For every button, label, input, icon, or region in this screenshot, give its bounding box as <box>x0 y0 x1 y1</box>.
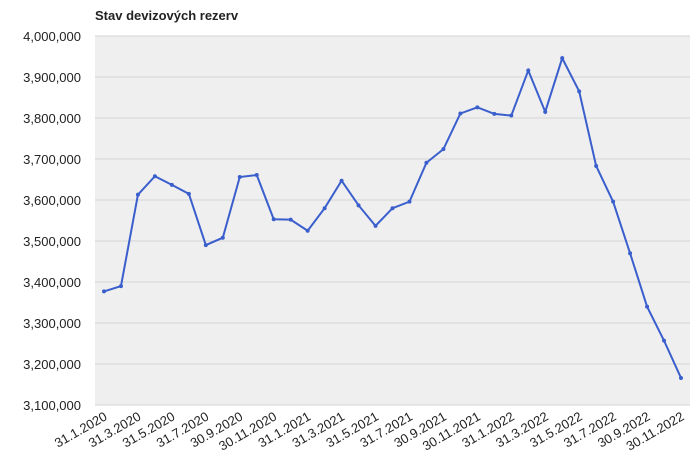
data-point <box>543 109 548 114</box>
data-point <box>628 251 633 256</box>
y-tick-label: 3,400,000 <box>23 275 81 290</box>
y-tick-label: 3,900,000 <box>23 70 81 85</box>
data-point <box>577 89 582 94</box>
data-point <box>237 175 242 180</box>
y-tick-label: 3,500,000 <box>23 234 81 249</box>
data-point <box>102 289 106 294</box>
data-point <box>509 113 514 118</box>
y-tick-label: 3,200,000 <box>23 357 81 372</box>
data-point <box>458 111 463 116</box>
data-point <box>220 235 225 240</box>
y-tick-label: 3,300,000 <box>23 316 81 331</box>
data-point <box>322 206 327 211</box>
data-point <box>135 192 140 197</box>
y-tick-label: 4,000,000 <box>23 29 81 44</box>
data-point <box>339 178 344 183</box>
y-tick-label: 3,600,000 <box>23 193 81 208</box>
data-point <box>118 284 123 289</box>
data-point <box>152 174 157 179</box>
chart-title: Stav devizových rezerv <box>95 8 239 23</box>
data-point <box>441 147 446 152</box>
data-point <box>186 191 191 196</box>
data-point <box>271 217 276 222</box>
data-point <box>645 304 650 309</box>
data-point <box>305 228 310 233</box>
data-point <box>475 105 480 110</box>
data-point <box>560 56 565 61</box>
data-point <box>662 338 667 343</box>
data-point <box>594 163 599 168</box>
y-tick-label: 3,700,000 <box>23 152 81 167</box>
data-point <box>492 111 497 116</box>
data-point <box>288 217 293 222</box>
y-tick-label: 3,800,000 <box>23 111 81 126</box>
y-tick-label: 3,100,000 <box>23 398 81 413</box>
data-point <box>424 160 429 165</box>
data-point <box>169 182 174 187</box>
plot-area <box>95 36 690 405</box>
data-point <box>611 199 616 204</box>
data-point <box>373 223 378 228</box>
data-point <box>203 243 208 248</box>
data-point <box>254 172 259 177</box>
data-point <box>407 199 412 204</box>
data-point <box>679 375 683 380</box>
data-point <box>390 206 395 211</box>
data-point <box>356 203 361 208</box>
data-point <box>526 68 531 73</box>
